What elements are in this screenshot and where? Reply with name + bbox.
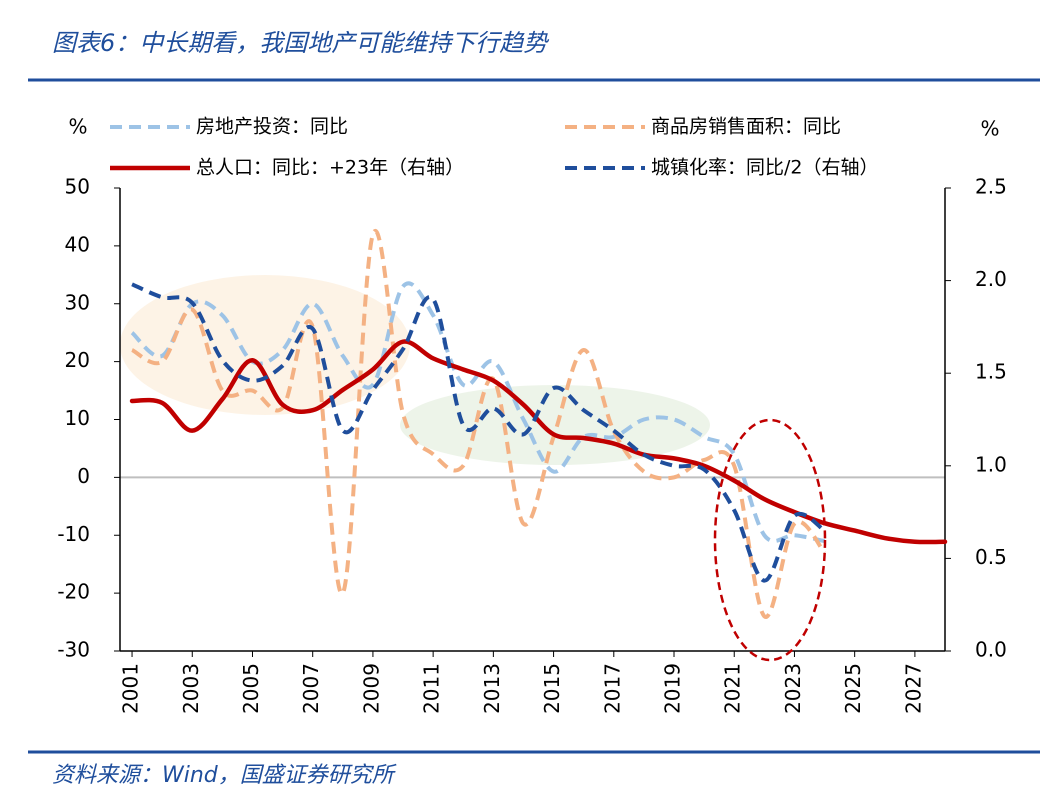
y2-tick-label: 1.5 [975, 360, 1007, 384]
y-tick-label: 50 [65, 175, 90, 199]
x-tick-label: 2019 [661, 663, 685, 714]
plot-area: -30 -20 -10 0 10 20 30 40 50 0.0 0.5 1.0 1.5 2.0 2.5 20… [57, 175, 1006, 714]
legend-label: 商品房销售面积：同比 [651, 116, 841, 138]
x-tick-label: 2005 [239, 663, 263, 714]
y-tick-label: -30 [57, 638, 90, 662]
legend-label: 房地产投资：同比 [196, 116, 348, 138]
x-tick-label: 2023 [781, 663, 805, 714]
x-tick-label: 2013 [480, 663, 504, 714]
x-tick-label: 2017 [600, 663, 624, 714]
source: 资料来源：Wind，国盛证券研究所 [52, 763, 397, 788]
x-tick-label: 2009 [359, 663, 383, 714]
legend-label: 总人口：同比：+23年（右轴） [196, 157, 464, 179]
highlight-green [400, 385, 710, 465]
y-tick-label: 40 [65, 232, 90, 256]
y2-tick-label: 0.0 [975, 638, 1007, 662]
x-tick-label: 2027 [901, 663, 925, 714]
x-tick-label: 2007 [299, 663, 323, 714]
x-tick-label: 2001 [119, 663, 143, 714]
y-tick-label: -20 [57, 580, 90, 604]
y2-unit: % [980, 117, 999, 141]
chart-title: 图表6：中长期看，我国地产可能维持下行趋势 [52, 29, 549, 57]
y-tick-label: 20 [65, 348, 90, 372]
highlight-circle [713, 418, 827, 662]
y-tick-label: 0 [77, 464, 90, 488]
x-tick-label: 2025 [841, 663, 865, 714]
x-tick-label: 2003 [179, 663, 203, 714]
legend-label: 城镇化率：同比/2（右轴） [651, 157, 879, 179]
series-line [131, 228, 827, 619]
y-tick-label: 30 [65, 290, 90, 314]
y-tick-label: -10 [57, 522, 90, 546]
y2-tick-label: 2.0 [975, 267, 1007, 291]
y2-tick-label: 2.5 [975, 175, 1007, 199]
y2-tick-label: 0.5 [975, 545, 1007, 569]
y2-tick-label: 1.0 [975, 452, 1007, 476]
y-tick-label: 10 [65, 406, 90, 430]
x-tick-label: 2011 [420, 663, 444, 714]
x-tick-label: 2021 [721, 663, 745, 714]
y-unit: % [68, 115, 87, 139]
series-line [129, 339, 948, 545]
x-tick-label: 2015 [540, 663, 564, 714]
